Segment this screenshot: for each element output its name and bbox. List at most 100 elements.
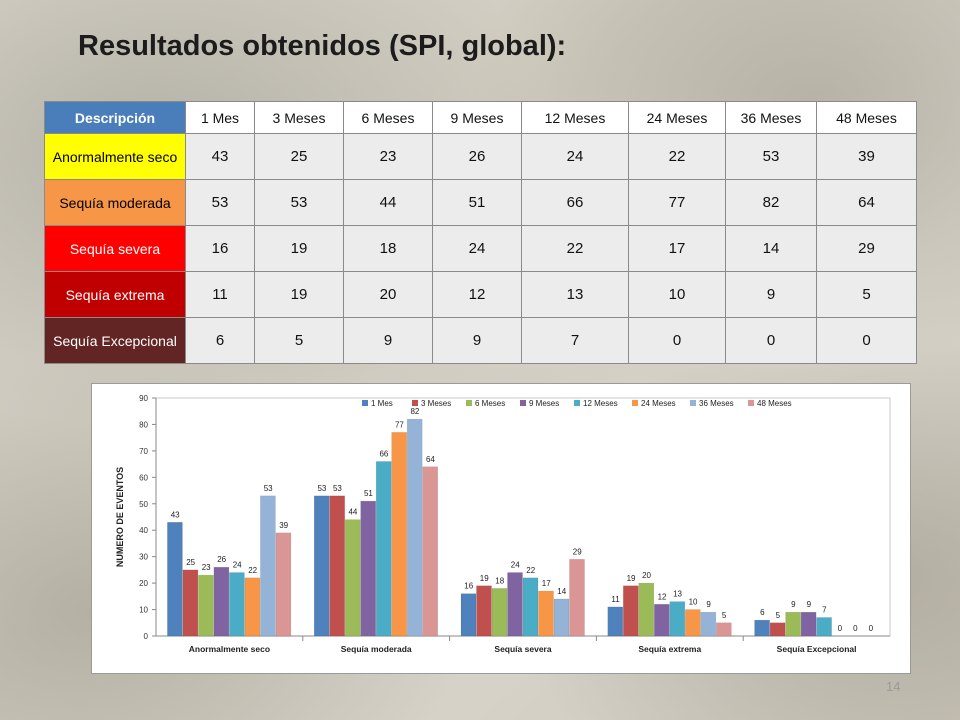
legend-label: 36 Meses — [699, 399, 734, 408]
table-row: Sequía extrema 11 19 20 12 13 10 9 5 — [44, 271, 917, 318]
table-header-row: Descripción 1 Mes 3 Meses 6 Meses 9 Mese… — [44, 101, 917, 134]
bar — [244, 577, 261, 637]
header-cell-24-meses: 24 Meses — [628, 101, 726, 134]
bar — [229, 572, 245, 637]
legend-label: 3 Meses — [421, 399, 451, 408]
bar — [329, 495, 345, 637]
x-category-label: Sequía Excepcional — [777, 644, 857, 654]
table-cell: 53 — [725, 133, 817, 180]
table-cell: 24 — [521, 133, 629, 180]
page-number: 14 — [886, 679, 901, 694]
data-label: 0 — [838, 624, 843, 633]
data-label: 22 — [526, 566, 535, 575]
table-cell: 23 — [343, 133, 433, 180]
table-cell: 26 — [432, 133, 522, 180]
bar — [391, 432, 407, 637]
row-label: Sequía moderada — [44, 179, 186, 226]
bar — [360, 500, 376, 637]
legend-label: 6 Meses — [475, 399, 505, 408]
header-cell-6-meses: 6 Meses — [343, 101, 433, 134]
bar — [507, 572, 523, 637]
data-label: 16 — [464, 582, 473, 591]
bar — [182, 569, 199, 637]
data-label: 13 — [673, 590, 682, 599]
data-label: 22 — [248, 566, 257, 575]
table-cell: 24 — [432, 225, 522, 272]
data-label: 6 — [760, 608, 765, 617]
bar — [638, 582, 655, 637]
data-label: 64 — [426, 455, 435, 464]
y-tick-label: 80 — [139, 420, 148, 429]
row-label: Sequía extrema — [44, 271, 186, 318]
bar — [313, 495, 330, 637]
data-label: 5 — [722, 611, 727, 620]
table-cell: 22 — [521, 225, 629, 272]
header-cell-9-meses: 9 Meses — [432, 101, 522, 134]
bar — [522, 577, 539, 637]
bar — [375, 461, 392, 637]
data-label: 43 — [171, 510, 180, 519]
table-cell: 0 — [725, 317, 817, 364]
bar — [607, 606, 624, 637]
legend-label: 1 Mes — [371, 399, 393, 408]
x-category-label: Anormalmente seco — [189, 644, 270, 654]
table-cell: 12 — [432, 271, 522, 318]
y-tick-label: 30 — [139, 553, 148, 562]
table-cell: 7 — [521, 317, 629, 364]
row-label: Sequía severa — [44, 225, 186, 272]
data-label: 24 — [511, 561, 520, 570]
table-cell: 16 — [185, 225, 255, 272]
bar — [785, 611, 801, 637]
table-cell: 53 — [254, 179, 344, 226]
data-label: 51 — [364, 489, 373, 498]
bar — [623, 585, 639, 637]
header-cell-description: Descripción — [44, 101, 186, 134]
legend-swatch — [362, 400, 368, 406]
table-row: Sequía Excepcional 6 5 9 9 7 0 0 0 — [44, 317, 917, 364]
legend-swatch — [690, 400, 696, 406]
x-category-label: Sequía moderada — [341, 644, 412, 654]
y-tick-label: 20 — [139, 579, 148, 588]
row-label: Anormalmente seco — [44, 133, 186, 180]
table-cell: 0 — [628, 317, 726, 364]
data-label: 29 — [573, 547, 582, 556]
legend-swatch — [520, 400, 526, 406]
row-label: Sequía Excepcional — [44, 317, 186, 364]
data-label: 0 — [869, 624, 874, 633]
table-cell: 22 — [628, 133, 726, 180]
bar — [476, 585, 492, 637]
bar — [260, 495, 276, 637]
table-cell: 39 — [816, 133, 917, 180]
data-label: 23 — [202, 563, 211, 572]
data-label: 0 — [853, 624, 858, 633]
bar — [553, 598, 570, 637]
table-cell: 19 — [254, 271, 344, 318]
bar — [422, 466, 438, 637]
x-category-label: Sequía severa — [494, 644, 551, 654]
data-label: 66 — [379, 449, 388, 458]
header-cell-48-meses: 48 Meses — [816, 101, 917, 134]
table-cell: 82 — [725, 179, 817, 226]
bar — [754, 619, 770, 637]
data-label: 25 — [186, 558, 195, 567]
data-label: 20 — [642, 571, 651, 580]
bar — [460, 593, 477, 637]
table-cell: 5 — [254, 317, 344, 364]
y-tick-label: 60 — [139, 473, 148, 482]
bar — [491, 588, 508, 637]
table-cell: 66 — [521, 179, 629, 226]
data-label: 17 — [542, 579, 551, 588]
data-label: 7 — [822, 605, 827, 614]
table-cell: 14 — [725, 225, 817, 272]
table-cell: 64 — [816, 179, 917, 226]
legend-label: 12 Meses — [583, 399, 618, 408]
bar — [344, 519, 361, 637]
bar — [654, 604, 670, 637]
table-cell: 25 — [254, 133, 344, 180]
bar — [816, 617, 832, 637]
legend-label: 9 Meses — [529, 399, 559, 408]
header-cell-36-meses: 36 Meses — [725, 101, 817, 134]
x-category-label: Sequía extrema — [638, 644, 701, 654]
y-tick-label: 50 — [139, 500, 148, 509]
table-cell: 53 — [185, 179, 255, 226]
